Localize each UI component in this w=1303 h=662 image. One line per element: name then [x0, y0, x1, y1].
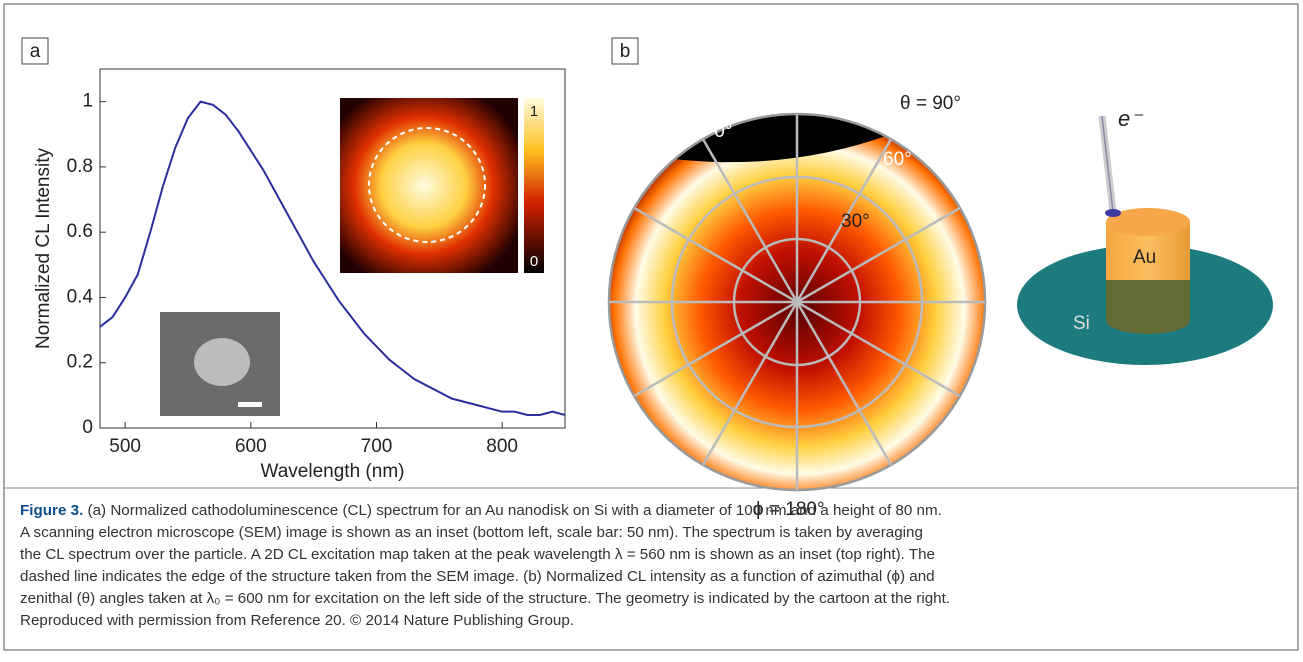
colorbar-label: 1: [530, 103, 538, 120]
caption: Figure 3. (a) Normalized cathodoluminesc…: [20, 500, 1290, 632]
au-label: Au: [1133, 247, 1156, 268]
polar-label: ϕ = 0°: [682, 121, 732, 142]
series-line: [99, 100, 566, 416]
polar-label: θ = 90°: [900, 93, 961, 114]
y-tick-label: 0.4: [67, 286, 94, 307]
electron-label: e⁻: [1118, 106, 1144, 131]
caption-line: Reproduced with permission from Referenc…: [20, 610, 1290, 632]
y-tick-label: 0.6: [67, 221, 93, 242]
caption-line: A scanning electron microscope (SEM) ima…: [20, 522, 1290, 544]
sem-particle: [194, 338, 250, 386]
disk-below: [1106, 280, 1190, 334]
x-tick-label: 700: [361, 436, 393, 457]
polar-spokes: [609, 114, 985, 490]
caption-label: Figure 3.: [20, 502, 84, 519]
frame: [3, 3, 1299, 651]
panel-label-box: [611, 37, 639, 65]
panel-label: b: [620, 41, 631, 62]
panel-label: a: [30, 41, 41, 62]
spot: [1105, 209, 1121, 217]
scale-bar: [238, 402, 262, 407]
caption-text: zenithal (θ) angles taken at λ₀ = 600 nm…: [20, 590, 951, 607]
caption-text: Reproduced with permission from Referenc…: [20, 612, 575, 629]
x-tick-label: 800: [486, 436, 518, 457]
y-tick-label: 0.8: [67, 156, 93, 177]
y-tick-label: 1: [82, 91, 93, 112]
spoke: [701, 138, 893, 466]
panel-label-box: [21, 37, 49, 65]
x-tick-label: 500: [109, 436, 141, 457]
y-axis-label: Normalized CL Intensity: [33, 148, 54, 349]
caption-line: dashed line indicates the edge of the st…: [20, 566, 1290, 588]
si-label: Si: [1073, 313, 1090, 334]
polar-label: 30°: [841, 211, 870, 232]
caption-text: A scanning electron microscope (SEM) ima…: [20, 524, 923, 541]
caption-line: zenithal (θ) angles taken at λ₀ = 600 nm…: [20, 588, 1290, 610]
map-inset: [340, 98, 518, 273]
caption-line: Figure 3. (a) Normalized cathodoluminesc…: [20, 500, 1290, 522]
polar-label: ϕ = 180°: [753, 499, 825, 520]
polar-label: 60°: [883, 149, 912, 170]
caption-line: the CL spectrum over the particle. A 2D …: [20, 544, 1290, 566]
beam-edge: [1101, 115, 1114, 213]
caption-text: dashed line indicates the edge of the st…: [20, 568, 935, 585]
caption-text: (a) Normalized cathodoluminescence (CL) …: [87, 502, 942, 519]
y-tick-label: 0.2: [67, 352, 93, 373]
colorbar: [524, 98, 544, 273]
x-axis-label: Wavelength (nm): [261, 461, 405, 482]
colorbar-label: 0: [530, 253, 538, 270]
y-tick-label: 0: [82, 417, 93, 438]
x-tick-label: 600: [235, 436, 267, 457]
caption-text: the CL spectrum over the particle. A 2D …: [20, 546, 935, 563]
disk-top: [1106, 208, 1190, 236]
plot-frame: [99, 68, 566, 429]
dashed-edge: [368, 127, 486, 243]
